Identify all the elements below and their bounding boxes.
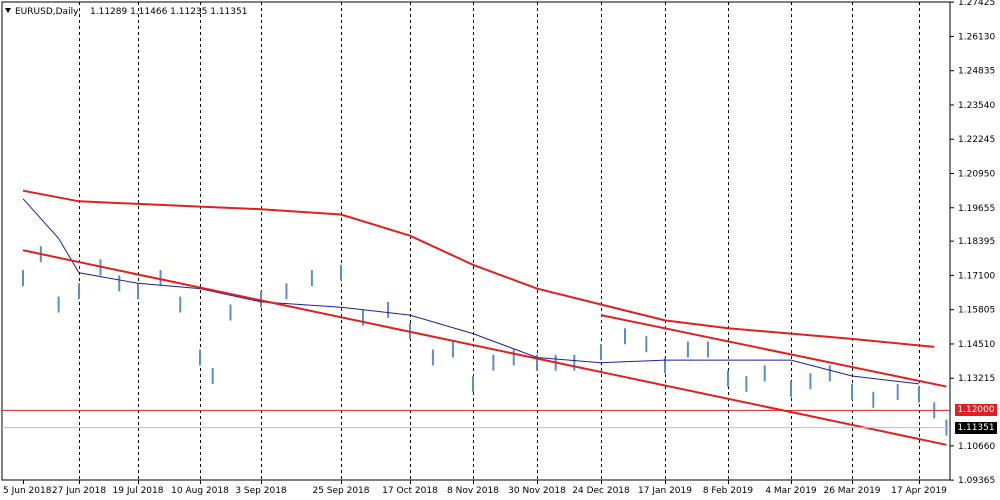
- price-label-level: 1.12000: [955, 404, 997, 417]
- price-tick-label: 1.13215: [958, 374, 995, 384]
- date-tick-label: 4 Mar 2019: [765, 486, 817, 496]
- symbol-timeframe: EURUSD,Daily: [15, 7, 79, 17]
- date-tick-label: 8 Nov 2018: [447, 486, 499, 496]
- price-tick-label: 1.17100: [958, 271, 995, 281]
- date-tick-label: 17 Apr 2019: [891, 486, 947, 496]
- price-tick-label: 1.09365: [958, 476, 995, 486]
- price-tick-label: 1.26130: [958, 32, 995, 42]
- price-tick-label: 1.18395: [958, 237, 995, 247]
- date-tick-label: 8 Feb 2019: [703, 486, 754, 496]
- chart-header: EURUSD,Daily 1.11289 1.11466 1.11235 1.1…: [5, 7, 247, 17]
- vertical-grid: [79, 2, 920, 480]
- price-tick-label: 1.14510: [958, 340, 995, 350]
- plot-area[interactable]: [1, 1, 951, 481]
- date-axis: 5 Jun 2018 27 Jun 2018 19 Jul 2018 10 Aug 2…: [3, 480, 947, 496]
- price-tick-label: 1.20950: [958, 170, 995, 180]
- date-tick-label: 30 Nov 2018: [508, 486, 566, 496]
- price-tick-label: 1.19655: [958, 204, 995, 214]
- price-tick-label: 1.27425: [958, 0, 995, 8]
- moving-average-fast: [22, 198, 920, 385]
- date-tick-label: 25 Sep 2018: [312, 486, 369, 496]
- price-tick-label: 1.22245: [958, 135, 995, 145]
- price-tick-label: 1.15805: [958, 306, 995, 316]
- date-tick-label: 17 Oct 2018: [382, 486, 438, 496]
- date-tick-label: 27 Jun 2018: [52, 486, 106, 496]
- date-tick-label: 17 Jan 2019: [638, 486, 692, 496]
- date-tick-label: 19 Jul 2018: [113, 486, 164, 496]
- price-tick-label: 1.23540: [958, 101, 995, 111]
- date-tick-label: 5 Jun 2018: [3, 486, 52, 496]
- trendline-upper[interactable]: [600, 314, 947, 388]
- date-tick-label: 24 Dec 2018: [572, 486, 630, 496]
- price-tick-label: 1.10660: [958, 442, 995, 452]
- moving-average-slow: [22, 189, 935, 348]
- date-tick-label: 3 Sep 2018: [235, 486, 287, 496]
- date-tick-label: 26 Mar 2019: [823, 486, 880, 496]
- ohlc-values: 1.11289 1.11466 1.11235 1.11351: [90, 7, 247, 17]
- price-axis: 1.27425 1.26130 1.24835 1.23540 1.22245 1.209…: [950, 0, 995, 486]
- price-label-current: 1.11351: [955, 421, 997, 434]
- dropdown-arrow-icon[interactable]: [5, 8, 11, 13]
- price-tick-label: 1.24835: [958, 67, 995, 77]
- trendline-lower[interactable]: [22, 249, 947, 446]
- date-tick-label: 10 Aug 2018: [171, 486, 229, 496]
- indicator-lines: [2, 189, 950, 446]
